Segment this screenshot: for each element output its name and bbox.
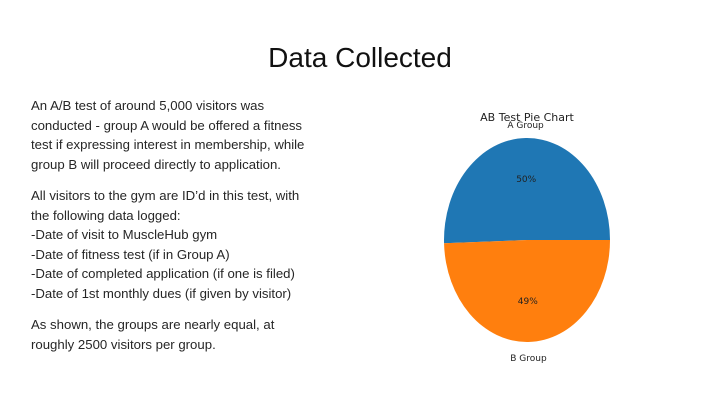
pie-pct-label: 49% [518, 297, 538, 307]
list-item: -Date of fitness test (if in Group A) [31, 246, 230, 262]
pie-slice-b-group [444, 240, 610, 342]
body-text: An A/B test of around 5,000 visitors was… [31, 96, 341, 366]
list-item: -Date of completed application (if one i… [31, 266, 295, 281]
pie-pct-label: 50% [516, 175, 536, 185]
pie-chart-svg: AB Test Pie Chart 50% A Group 49% B Group [443, 111, 610, 364]
text-line: All visitors to the gym are ID’d in this… [31, 188, 300, 203]
chart-title: AB Test Pie Chart [480, 111, 574, 124]
text-line: conducted - group A would be offered a f… [31, 117, 303, 133]
text-line: group B will proceed directly to applica… [31, 156, 281, 172]
text-line: As shown, the groups are nearly equal, a… [31, 317, 275, 332]
paragraph-conclusion: As shown, the groups are nearly equal, a… [31, 315, 341, 354]
paragraph-intro: An A/B test of around 5,000 visitors was… [31, 96, 341, 174]
list-item: -Date of visit to MuscleHub gym [31, 227, 218, 242]
paragraph-data-logged: All visitors to the gym are ID’d in this… [31, 186, 341, 303]
pie-slice-a-group [443, 137, 610, 244]
text-line: the following data logged: [31, 207, 181, 223]
text-line: roughly 2500 visitors per group. [31, 336, 216, 352]
text-line: An A/B test of around 5,000 visitors was [31, 98, 265, 113]
pie-category-label: A Group [507, 121, 544, 131]
pie-category-label: B Group [510, 354, 547, 364]
text-line: test if expressing interest in membershi… [31, 137, 305, 152]
pie-chart: AB Test Pie Chart 50% A Group 49% B Group [420, 100, 640, 370]
list-item: -Date of 1st monthly dues (if given by v… [31, 285, 292, 301]
slide-title: Data Collected [268, 42, 452, 73]
